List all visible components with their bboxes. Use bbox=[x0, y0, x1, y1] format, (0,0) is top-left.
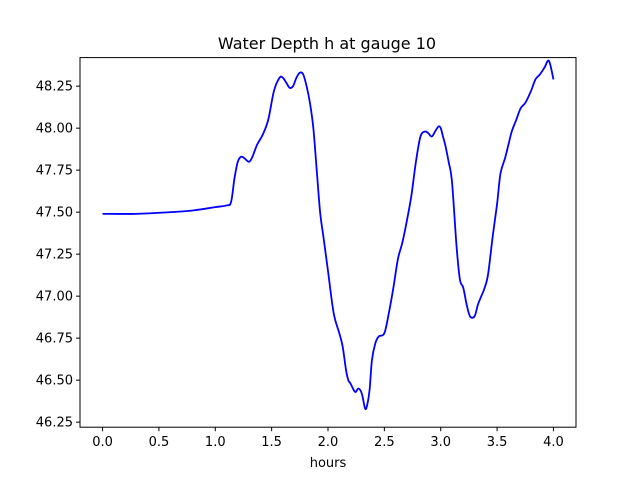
x-tick-label: 3.5 bbox=[487, 435, 508, 450]
y-tick-label: 47.25 bbox=[36, 248, 73, 263]
y-tick-label: 46.25 bbox=[36, 416, 73, 431]
x-axis-label: hours bbox=[310, 456, 347, 471]
x-tick-label: 1.5 bbox=[261, 435, 282, 450]
y-tick-label: 47.00 bbox=[36, 290, 73, 305]
x-tick-label: 2.5 bbox=[374, 435, 395, 450]
y-tick-label: 46.50 bbox=[36, 374, 73, 389]
series-line-0 bbox=[102, 59, 555, 411]
x-tick-label: 0.0 bbox=[92, 435, 113, 450]
x-tick-label: 0.5 bbox=[149, 435, 170, 450]
chart-title: Water Depth h at gauge 10 bbox=[218, 34, 436, 53]
y-tick-label: 48.00 bbox=[36, 122, 73, 137]
y-tick-label: 46.75 bbox=[36, 332, 73, 347]
y-axis: 46.25 46.50 46.75 47.00 47.25 47.50 47.75 48.00… bbox=[36, 80, 80, 431]
y-tick-label: 47.50 bbox=[36, 206, 73, 221]
axes-frame bbox=[79, 57, 577, 428]
x-tick-label: 2.0 bbox=[318, 435, 339, 450]
x-axis: 0.0 0.5 1.0 1.5 2.0 2.5 3.0 3.5 4.0 bbox=[92, 427, 564, 450]
plot-area bbox=[102, 59, 555, 411]
x-tick-label: 1.0 bbox=[205, 435, 226, 450]
y-tick-label: 47.75 bbox=[36, 164, 73, 179]
x-tick-label: 4.0 bbox=[543, 435, 564, 450]
x-tick-label: 3.0 bbox=[430, 435, 451, 450]
y-tick-label: 48.25 bbox=[36, 80, 73, 95]
